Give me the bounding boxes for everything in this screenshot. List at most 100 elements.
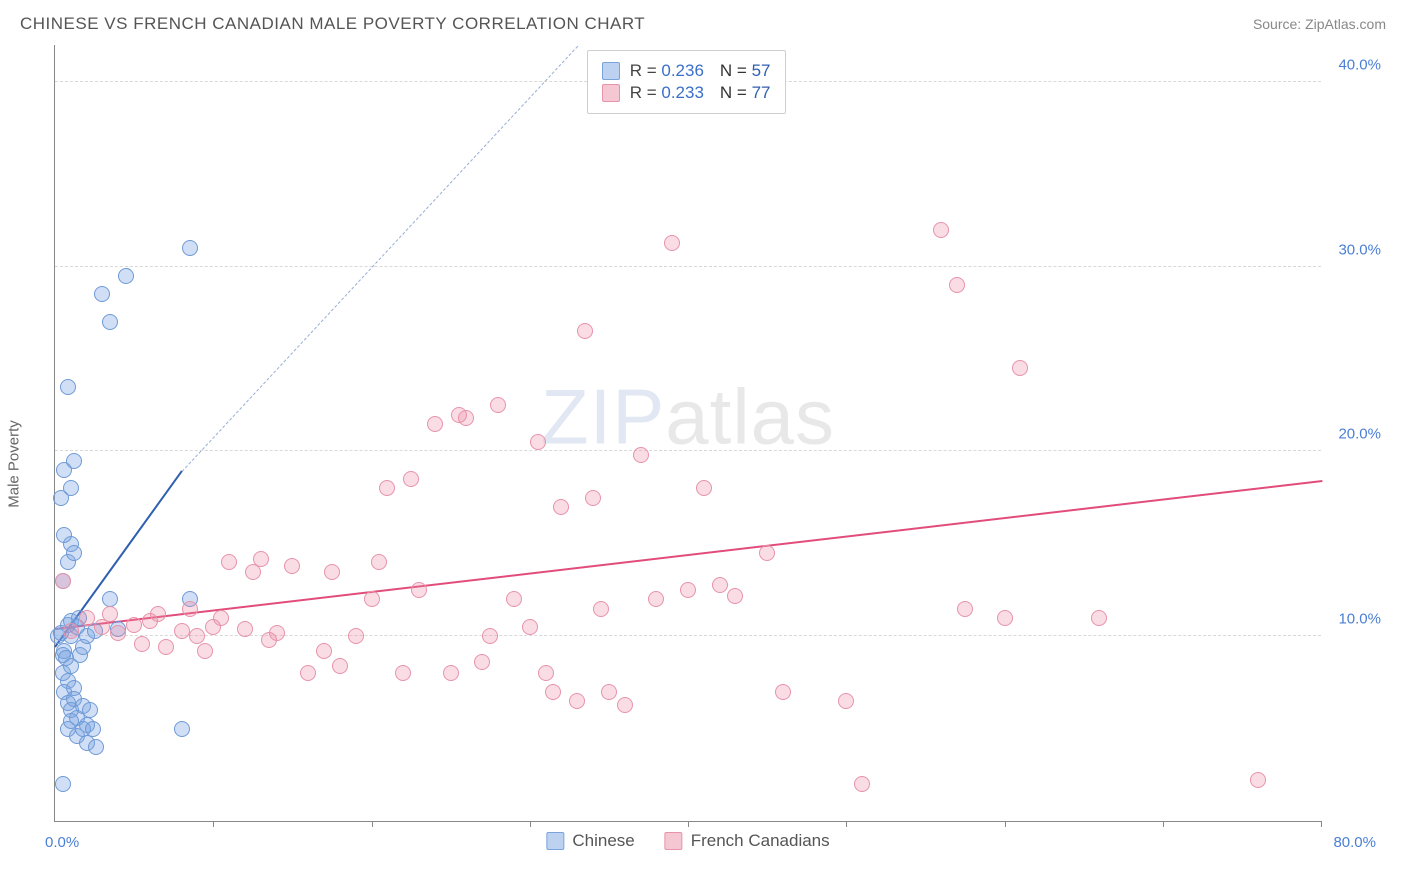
chart-container: Male Poverty ZIPatlas 10.0%20.0%30.0%40.… [20, 45, 1386, 882]
data-point [102, 314, 118, 330]
data-point [1250, 772, 1266, 788]
data-point [56, 527, 72, 543]
source-attribution: Source: ZipAtlas.com [1253, 16, 1386, 32]
data-point [490, 397, 506, 413]
data-point [696, 480, 712, 496]
series-swatch [665, 832, 683, 850]
x-tick-label: 80.0% [1333, 834, 1376, 851]
data-point [94, 286, 110, 302]
data-point [482, 628, 498, 644]
series-swatch [602, 62, 620, 80]
x-tick [1005, 821, 1006, 827]
chart-title: CHINESE VS FRENCH CANADIAN MALE POVERTY … [20, 14, 645, 34]
data-point [324, 564, 340, 580]
data-point [332, 658, 348, 674]
gridline [55, 450, 1321, 451]
data-point [854, 776, 870, 792]
data-point [411, 582, 427, 598]
data-point [664, 235, 680, 251]
y-tick-label: 40.0% [1326, 56, 1381, 73]
data-point [553, 499, 569, 515]
y-tick-label: 20.0% [1326, 426, 1381, 443]
legend-item: French Canadians [665, 831, 830, 851]
data-point [348, 628, 364, 644]
data-point [680, 582, 696, 598]
data-point [63, 623, 79, 639]
data-point [759, 545, 775, 561]
data-point [134, 636, 150, 652]
data-point [648, 591, 664, 607]
trend-line [55, 480, 1322, 630]
data-point [55, 573, 71, 589]
data-point [284, 558, 300, 574]
scatter-plot-area: ZIPatlas 10.0%20.0%30.0%40.0%0.0%80.0%R … [54, 45, 1321, 822]
x-tick-label: 0.0% [45, 834, 79, 851]
data-point [316, 643, 332, 659]
data-point [593, 601, 609, 617]
data-point [88, 739, 104, 755]
data-point [66, 453, 82, 469]
series-swatch [602, 84, 620, 102]
data-point [110, 625, 126, 641]
trend-line-dash [181, 45, 578, 471]
data-point [712, 577, 728, 593]
y-tick-label: 30.0% [1326, 241, 1381, 258]
data-point [237, 621, 253, 637]
data-point [601, 684, 617, 700]
data-point [174, 623, 190, 639]
data-point [85, 721, 101, 737]
data-point [182, 601, 198, 617]
data-point [395, 665, 411, 681]
data-point [158, 639, 174, 655]
data-point [118, 268, 134, 284]
data-point [189, 628, 205, 644]
data-point [126, 617, 142, 633]
data-point [197, 643, 213, 659]
data-point [727, 588, 743, 604]
data-point [545, 684, 561, 700]
data-point [522, 619, 538, 635]
data-point [1091, 610, 1107, 626]
stats-row: R = 0.236N = 57 [602, 61, 771, 81]
data-point [102, 606, 118, 622]
data-point [617, 697, 633, 713]
data-point [1012, 360, 1028, 376]
x-tick [846, 821, 847, 827]
gridline [55, 266, 1321, 267]
data-point [79, 610, 95, 626]
legend: Chinese French Canadians [546, 831, 829, 851]
x-tick [1321, 821, 1322, 827]
data-point [569, 693, 585, 709]
data-point [379, 480, 395, 496]
data-point [577, 323, 593, 339]
data-point [300, 665, 316, 681]
x-tick [372, 821, 373, 827]
data-point [102, 591, 118, 607]
data-point [174, 721, 190, 737]
data-point [443, 665, 459, 681]
data-point [775, 684, 791, 700]
data-point [55, 776, 71, 792]
data-point [150, 606, 166, 622]
y-tick-label: 10.0% [1326, 611, 1381, 628]
correlation-stats-box: R = 0.236N = 57R = 0.233N = 77 [587, 50, 786, 114]
data-point [82, 702, 98, 718]
data-point [633, 447, 649, 463]
x-tick [688, 821, 689, 827]
data-point [933, 222, 949, 238]
x-tick [213, 821, 214, 827]
x-tick [530, 821, 531, 827]
data-point [60, 379, 76, 395]
y-axis-label: Male Poverty [6, 420, 23, 508]
data-point [253, 551, 269, 567]
data-point [221, 554, 237, 570]
data-point [371, 554, 387, 570]
data-point [427, 416, 443, 432]
data-point [585, 490, 601, 506]
data-point [213, 610, 229, 626]
data-point [957, 601, 973, 617]
legend-item: Chinese [546, 831, 634, 851]
data-point [538, 665, 554, 681]
data-point [474, 654, 490, 670]
data-point [403, 471, 419, 487]
